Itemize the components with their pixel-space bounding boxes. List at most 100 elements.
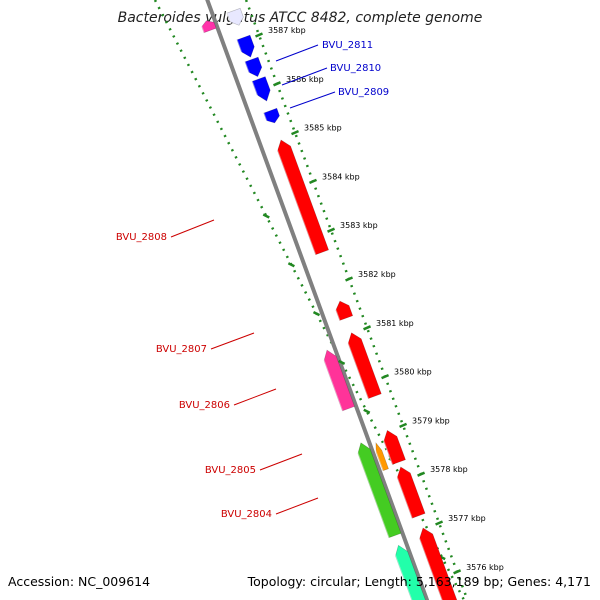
- genome-summary-text: Topology: circular; Length: 5,163,189 bp…: [247, 574, 591, 589]
- gene-feature-shape: [323, 349, 355, 412]
- gene-feature-highlight: [251, 81, 261, 104]
- gene-features: [199, 7, 458, 600]
- gene-feature: [273, 139, 329, 256]
- gene-feature-highlight: [273, 142, 317, 255]
- gene-feature: [393, 466, 426, 519]
- gene-feature-highlight: [379, 432, 394, 465]
- gene-feature-highlight: [236, 39, 245, 60]
- gene-feature: [391, 544, 426, 600]
- scale-ticks: 3587 kbp 3586 kbp 3585 kbp 3584 kbp 3583 kbp…: [255, 26, 504, 575]
- gene-feature: [354, 442, 402, 539]
- kbp-tick-label: 3578 kbp: [430, 465, 468, 474]
- gene-feature-shape: [226, 7, 244, 26]
- outer-ring-tick: [287, 262, 295, 268]
- outer-scale-ring: [153, 0, 466, 600]
- kbp-tick: [435, 520, 444, 526]
- gene-feature-highlight: [226, 12, 234, 28]
- kbp-tick-label: 3582 kbp: [358, 270, 396, 279]
- kbp-tick-label: 3584 kbp: [322, 172, 360, 181]
- gene-feature-highlight: [354, 444, 390, 538]
- gene-label: BVU_2810: [330, 63, 381, 74]
- gene-label-group: BVU_2807: [156, 332, 255, 355]
- gene-label-leader: [281, 67, 328, 86]
- gene-feature: [344, 332, 382, 399]
- kbp-tick: [363, 325, 372, 331]
- gene-feature-shape: [357, 442, 402, 539]
- kbp-tick-label: 3577 kbp: [448, 514, 486, 523]
- outer-ring-tick: [338, 359, 346, 366]
- gene-label-group: BVU_2811: [275, 40, 373, 62]
- gene-feature: [415, 527, 458, 600]
- gene-feature-highlight: [391, 547, 413, 600]
- gene-label-group: BVU_2805: [205, 453, 303, 476]
- gene-feature: [332, 300, 354, 321]
- gene-feature-shape: [263, 107, 280, 124]
- gene-feature-highlight: [262, 112, 269, 126]
- gene-feature-shape: [396, 466, 426, 519]
- gene-feature-highlight: [415, 530, 443, 600]
- gene-label-leader: [275, 44, 319, 62]
- gene-feature: [199, 20, 217, 34]
- gene-label: BVU_2805: [205, 465, 256, 476]
- gene-label-group: BVU_2810: [281, 63, 381, 86]
- gene-label: BVU_2809: [338, 87, 389, 98]
- gene-label: BVU_2806: [179, 400, 230, 411]
- outer-ring-tick: [262, 213, 270, 219]
- outer-ring-tick: [363, 408, 371, 414]
- gene-feature-highlight: [244, 61, 252, 80]
- kbp-tick: [381, 373, 390, 380]
- gene-label-group: BVU_2809: [289, 87, 389, 109]
- kbp-tick: [309, 178, 318, 185]
- gene-feature: [226, 7, 244, 28]
- gene-feature-shape: [236, 34, 255, 58]
- kbp-tick: [399, 422, 408, 429]
- kbp-tick-label: 3585 kbp: [304, 124, 342, 133]
- gene-feature: [251, 76, 271, 104]
- gene-feature-shape: [419, 527, 458, 600]
- gene-feature-shape: [251, 76, 271, 102]
- kbp-tick: [273, 81, 281, 87]
- gene-label-leader: [289, 91, 336, 109]
- kbp-tick-label: 3587 kbp: [268, 26, 306, 35]
- kbp-tick: [345, 276, 354, 282]
- gene-feature-highlight: [332, 303, 341, 321]
- gene-feature-shape: [383, 429, 406, 465]
- gene-label-leader: [210, 332, 255, 350]
- gene-feature-shape: [395, 544, 426, 600]
- gene-feature-shape: [347, 332, 382, 399]
- gene-feature-highlight: [372, 443, 384, 471]
- kbp-tick-label: 3583 kbp: [340, 221, 378, 230]
- gene-feature: [379, 429, 406, 465]
- map-rings: [153, 0, 469, 600]
- genome-backbone: [205, 0, 429, 600]
- gene-feature-highlight: [199, 22, 205, 33]
- gene-feature-shape: [244, 56, 263, 78]
- kbp-tick-label: 3581 kbp: [376, 319, 414, 328]
- gene-feature: [320, 349, 355, 412]
- gene-feature-highlight: [320, 352, 344, 412]
- kbp-tick-label: 3576 kbp: [466, 563, 504, 572]
- gene-label-leader: [259, 453, 303, 471]
- kbp-tick: [417, 471, 426, 477]
- gene-label-group: BVU_2806: [179, 388, 277, 411]
- gene-label: BVU_2804: [221, 509, 272, 520]
- gene-labels: BVU_2811 BVU_2810 BVU_2809 BVU_2808 BVU_2807…: [116, 40, 389, 520]
- kbp-tick-label: 3580 kbp: [394, 368, 432, 377]
- gene-feature: [236, 34, 255, 60]
- map-title: Bacteroides vulgatus ATCC 8482, complete…: [118, 10, 483, 26]
- gene-label: BVU_2808: [116, 232, 167, 243]
- kbp-tick-label: 3586 kbp: [286, 75, 324, 84]
- gene-label: BVU_2807: [156, 344, 207, 355]
- gene-feature: [262, 107, 280, 126]
- kbp-tick: [327, 227, 336, 233]
- gene-feature-highlight: [393, 469, 413, 519]
- gene-feature-shape: [335, 300, 354, 321]
- gene-feature: [244, 56, 263, 80]
- gene-feature-shape: [277, 139, 329, 256]
- accession-text: Accession: NC_009614: [8, 574, 150, 589]
- gene-feature-shape: [201, 20, 217, 34]
- gene-feature: [372, 442, 389, 472]
- outer-ring-tick: [312, 310, 321, 317]
- gene-feature-highlight: [344, 334, 369, 399]
